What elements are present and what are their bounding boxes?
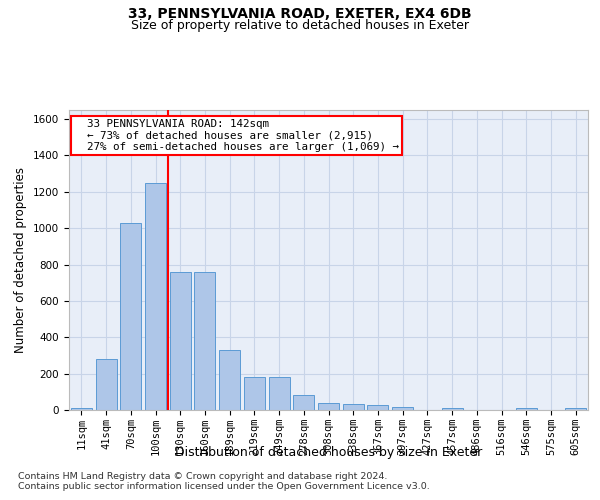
Bar xyxy=(95,359,116,410)
Bar xyxy=(293,396,314,410)
Bar xyxy=(194,272,215,410)
Y-axis label: Number of detached properties: Number of detached properties xyxy=(14,167,28,353)
Text: 33 PENNSYLVANIA ROAD: 142sqm
  ← 73% of detached houses are smaller (2,915)
  27: 33 PENNSYLVANIA ROAD: 142sqm ← 73% of de… xyxy=(74,119,399,152)
Text: Distribution of detached houses by size in Exeter: Distribution of detached houses by size … xyxy=(175,446,482,459)
Bar xyxy=(367,406,388,410)
Text: 33, PENNSYLVANIA ROAD, EXETER, EX4 6DB: 33, PENNSYLVANIA ROAD, EXETER, EX4 6DB xyxy=(128,8,472,22)
Bar xyxy=(516,408,537,410)
Bar xyxy=(392,408,413,410)
Bar xyxy=(565,408,586,410)
Bar xyxy=(318,402,339,410)
Text: Contains HM Land Registry data © Crown copyright and database right 2024.: Contains HM Land Registry data © Crown c… xyxy=(18,472,388,481)
Bar xyxy=(170,272,191,410)
Text: Size of property relative to detached houses in Exeter: Size of property relative to detached ho… xyxy=(131,19,469,32)
Bar xyxy=(145,182,166,410)
Bar xyxy=(269,378,290,410)
Bar xyxy=(343,404,364,410)
Bar xyxy=(219,350,240,410)
Bar xyxy=(71,408,92,410)
Bar xyxy=(120,222,141,410)
Bar xyxy=(442,408,463,410)
Bar xyxy=(244,378,265,410)
Text: Contains public sector information licensed under the Open Government Licence v3: Contains public sector information licen… xyxy=(18,482,430,491)
